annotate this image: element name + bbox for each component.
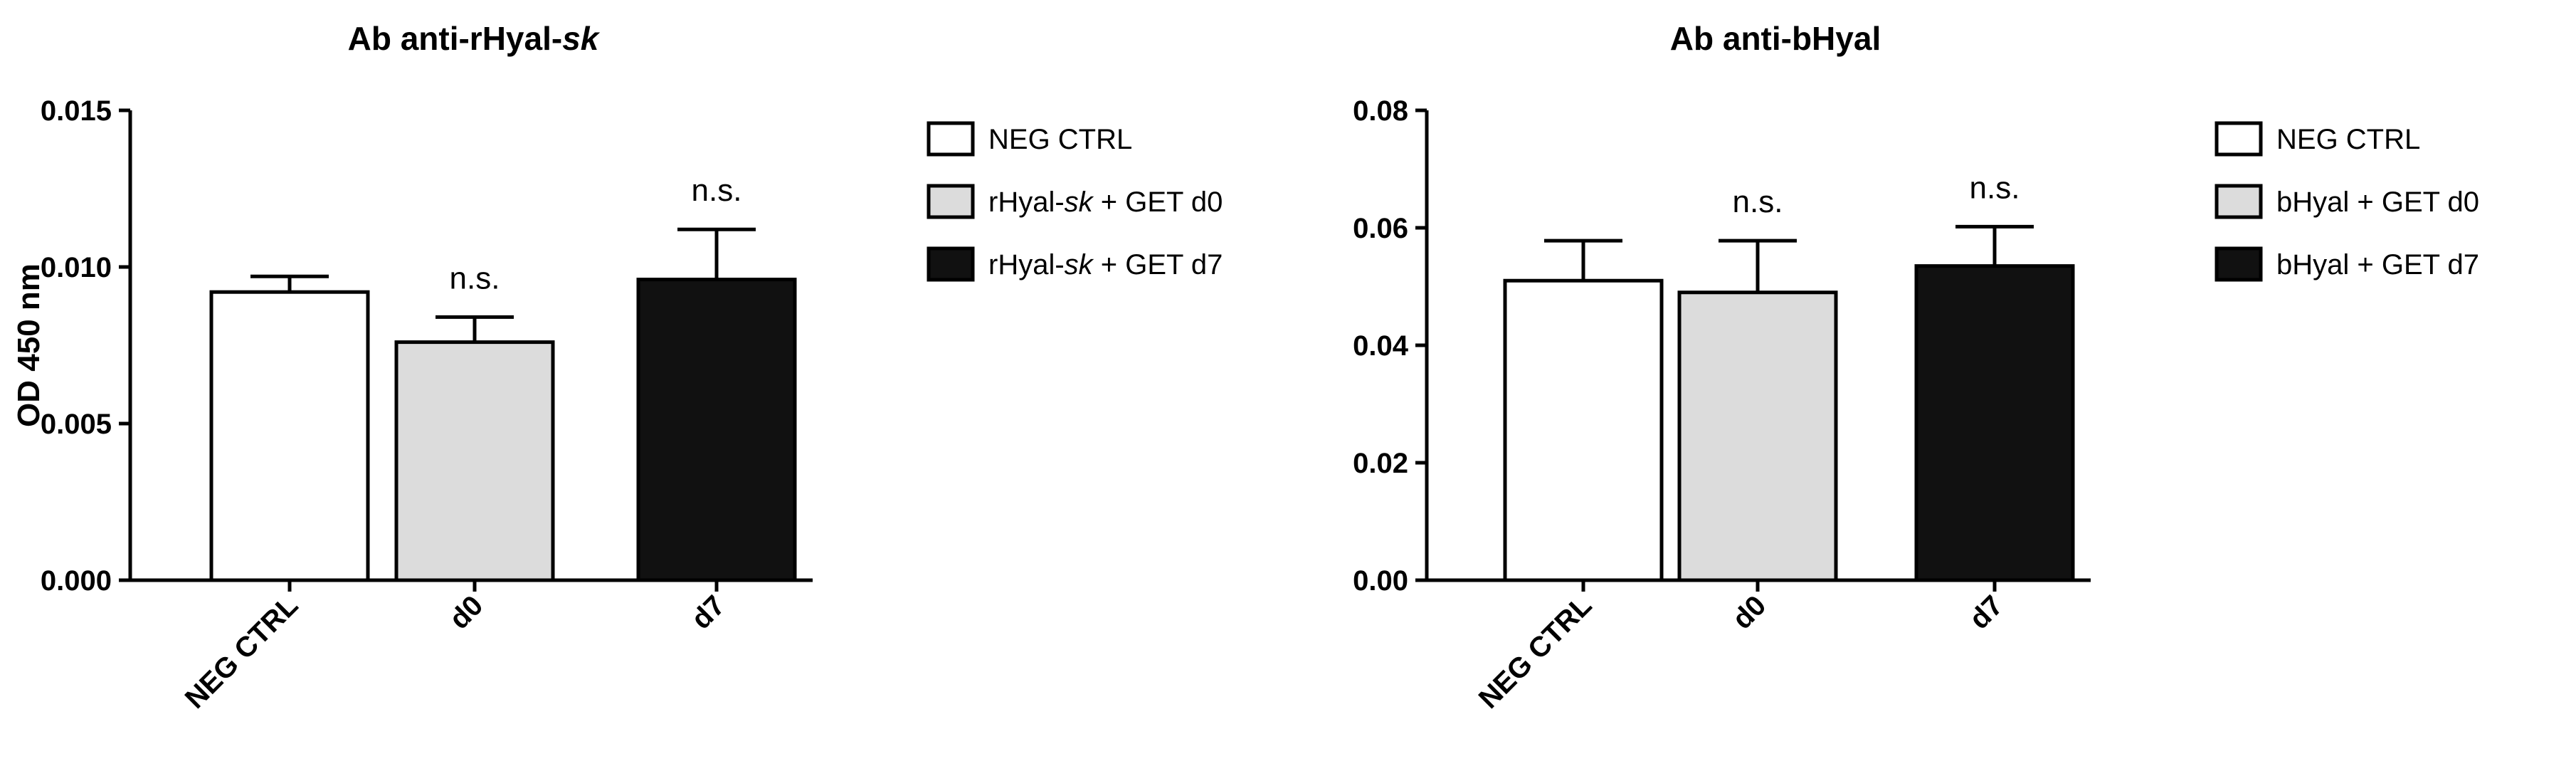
y-tick-label: 0.04 (1353, 330, 1409, 362)
legend-label-text: bHyal + GET d0 (2276, 187, 2479, 218)
legend-label-italic: sk (1065, 187, 1094, 218)
legend-label: NEG CTRL (988, 124, 1132, 155)
bar-d7 (636, 278, 797, 582)
legend-label-suffix: + GET d0 (1093, 187, 1223, 218)
significance-label: n.s. (692, 173, 742, 208)
y-tick-label: 0.00 (1353, 565, 1408, 597)
bar-d0 (1677, 290, 1838, 582)
x-category-label: d0 (443, 589, 489, 635)
chart-title: Ab anti-bHyal (1670, 20, 1881, 57)
y-axis-label: OD 450 nm (11, 263, 46, 427)
bar-neg-ctrl (1503, 278, 1664, 582)
y-tick-label: 0.010 (41, 252, 112, 283)
x-category-label: NEG CTRL (179, 589, 305, 715)
chart-panel-rhyal: Ab anti-rHyal-sk OD 450 nm 0.000 0.005 0.010… (11, 20, 1223, 715)
legend-label: bHyal + GET d7 (2276, 249, 2479, 280)
legend-label: bHyal + GET d0 (2276, 187, 2479, 218)
legend-swatch (2215, 121, 2263, 157)
legend-swatch (2215, 184, 2263, 219)
chart-title-italic: sk (562, 20, 601, 57)
legend-label-italic: sk (1065, 249, 1094, 280)
legend-label-suffix: + GET d7 (1093, 249, 1223, 280)
y-tick-label: 0.005 (41, 409, 112, 440)
bar-neg-ctrl (209, 290, 370, 582)
legend-swatch (927, 121, 975, 157)
significance-label: n.s. (1970, 170, 2020, 205)
legend-swatch (927, 184, 975, 219)
y-tick-label: 0.02 (1353, 448, 1408, 479)
chart-panel-bhyal: Ab anti-bHyal 0.00 0.02 0.04 0.06 0.08 NEG CTR… (1353, 20, 2479, 715)
y-tick-label: 0.000 (41, 565, 112, 597)
y-tick-label: 0.015 (41, 95, 112, 127)
legend-swatch (927, 246, 975, 282)
legend-label-text: rHyal- (988, 187, 1065, 218)
legend-label-text: NEG CTRL (988, 124, 1132, 155)
legend-swatch (2215, 246, 2263, 282)
legend-label: rHyal-sk + GET d7 (988, 249, 1223, 280)
legend-label: NEG CTRL (2276, 124, 2420, 155)
legend-label-text: rHyal- (988, 249, 1065, 280)
chart-title: Ab anti-rHyal-sk (348, 20, 601, 57)
x-category-label: NEG CTRL (1473, 589, 1598, 715)
bar-d7 (1914, 264, 2075, 582)
bar-d0 (394, 340, 555, 582)
y-tick-label: 0.08 (1353, 95, 1408, 127)
significance-label: n.s. (1733, 184, 1783, 219)
chart-title-text: Ab anti-rHyal- (348, 20, 563, 57)
legend-label-text: bHyal + GET d7 (2276, 249, 2479, 280)
significance-label: n.s. (450, 261, 500, 295)
chart-title-text: Ab anti-bHyal (1670, 20, 1881, 57)
x-category-label: d0 (1726, 589, 1772, 635)
x-category-label: d7 (1963, 589, 2009, 635)
legend-label: rHyal-sk + GET d0 (988, 187, 1223, 218)
y-tick-label: 0.06 (1353, 213, 1408, 244)
legend-label-text: NEG CTRL (2276, 124, 2420, 155)
x-category-label: d7 (685, 589, 731, 635)
